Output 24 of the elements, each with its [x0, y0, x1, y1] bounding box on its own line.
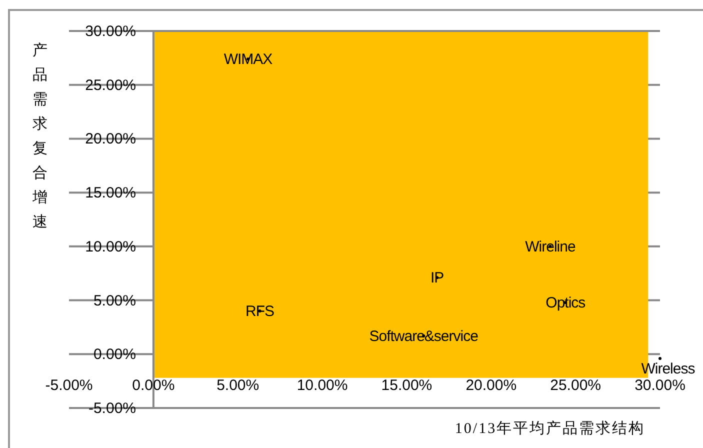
x-tick-label: 0.00% [132, 377, 175, 394]
x-tick-label: 25.00% [550, 377, 602, 394]
y-tick-label: 0.00% [93, 346, 136, 364]
y-tick-label: 10.00% [85, 238, 136, 256]
data-label: WIMAX [224, 51, 273, 68]
y-tick-label: 5.00% [93, 292, 136, 310]
x-tick-label: 30.00% [634, 377, 686, 394]
y-tick-label: -5.00% [88, 400, 136, 417]
x-tick-label: 5.00% [216, 377, 260, 394]
y-tick-label: 30.00% [85, 23, 136, 40]
y-tick-label: 25.00% [85, 76, 136, 94]
y-tick-label: 20.00% [85, 130, 136, 148]
x-tick-label: -5.00% [45, 377, 93, 394]
x-axis-title: 10/13年平均产品需求结构 [454, 420, 646, 437]
x-tick-label: 10.00% [296, 377, 348, 394]
data-label: Software&service [369, 328, 478, 345]
y-axis-title: 产品需求复合增速 [32, 42, 48, 230]
point [658, 356, 662, 360]
data-label: Wireline [525, 238, 576, 256]
y-tick-label: 15.00% [85, 184, 136, 202]
data-label: RFS [246, 303, 275, 320]
x-tick-label: 15.00% [381, 377, 432, 394]
data-label: Optics [546, 294, 586, 312]
x-tick-label: 20.00% [466, 377, 517, 394]
